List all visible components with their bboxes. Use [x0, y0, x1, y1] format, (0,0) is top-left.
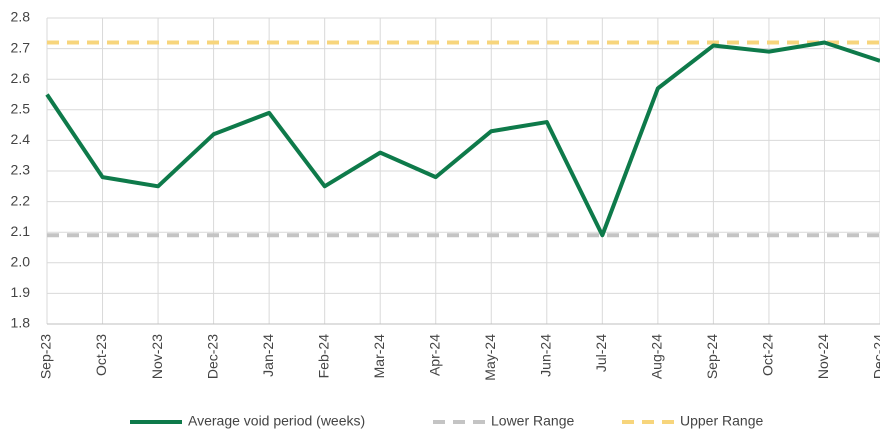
x-tick-label: Sep-24	[704, 334, 720, 379]
x-tick-label: Nov-23	[149, 334, 165, 379]
y-tick-label: 2.3	[11, 162, 31, 178]
x-tick-label: Aug-24	[649, 334, 665, 379]
x-tick-label: Apr-24	[426, 334, 442, 376]
y-tick-label: 2.2	[11, 192, 31, 208]
x-tick-label: Oct-23	[93, 334, 109, 376]
x-tick-label: Jun-24	[538, 334, 554, 377]
y-tick-label: 2.1	[11, 223, 31, 239]
x-tick-label: Dec-23	[204, 334, 220, 379]
y-tick-label: 2.0	[11, 254, 31, 270]
x-tick-label: May-24	[482, 334, 498, 381]
legend-label: Upper Range	[680, 413, 763, 429]
series-line	[45, 40, 880, 238]
y-tick-label: 1.8	[11, 315, 31, 331]
legend-label: Lower Range	[491, 413, 574, 429]
legend-label: Average void period (weeks)	[188, 413, 365, 429]
x-tick-label: Sep-23	[38, 334, 54, 379]
y-tick-label: 2.8	[11, 9, 31, 25]
y-tick-label: 2.7	[11, 39, 31, 55]
x-tick-label: Jul-24	[593, 334, 609, 372]
x-tick-label: Jan-24	[260, 334, 276, 377]
y-tick-label: 1.9	[11, 284, 31, 300]
x-tick-label: Feb-24	[315, 334, 331, 379]
y-tick-label: 2.5	[11, 101, 31, 117]
x-tick-label: Dec-24	[871, 334, 880, 379]
x-tick-label: Nov-24	[815, 334, 831, 379]
legend: Average void period (weeks) Lower Range …	[130, 413, 763, 429]
x-tick-label: Oct-24	[760, 334, 776, 376]
x-tick-label: Mar-24	[371, 334, 387, 379]
y-tick-label: 2.4	[11, 131, 31, 147]
y-tick-label: 2.6	[11, 70, 31, 86]
